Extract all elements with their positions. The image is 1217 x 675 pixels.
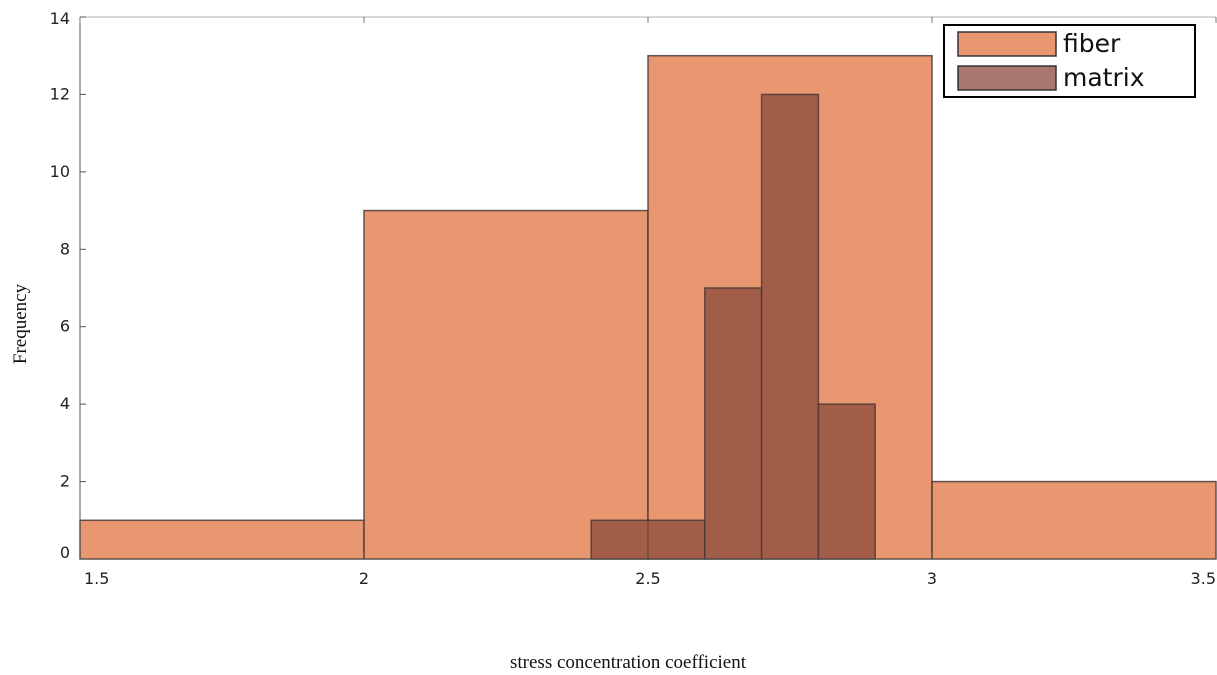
x-tick-label: 2 <box>359 569 369 588</box>
bar-matrix-2 <box>760 93 820 560</box>
y-axis-title: Frequency <box>10 283 31 364</box>
bar-matrix-3 <box>817 403 876 560</box>
y-tick-label: 4 <box>60 394 70 413</box>
bars-layer <box>79 54 1217 560</box>
y-tick-label: 0 <box>60 543 70 562</box>
x-axis-title: stress concentration coefficient <box>510 652 747 673</box>
x-tick-label: 2.5 <box>635 569 660 588</box>
legend-swatch-matrix <box>957 65 1057 91</box>
x-tick-label: 1.5 <box>84 569 109 588</box>
y-tick-label: 6 <box>60 317 70 336</box>
y-tick-label: 12 <box>50 84 70 103</box>
bar-fiber-0 <box>79 519 365 560</box>
y-tick-label: 10 <box>50 162 70 181</box>
legend-label-matrix: matrix <box>1063 63 1145 92</box>
y-tick-label: 2 <box>60 472 70 491</box>
legend-swatch-fiber <box>957 31 1057 57</box>
x-tick-label: 3.5 <box>1191 569 1216 588</box>
legend: fiber matrix <box>943 24 1196 98</box>
legend-label-fiber: fiber <box>1063 29 1121 58</box>
bar-fiber-3 <box>931 480 1217 560</box>
x-tick-label: 3 <box>927 569 937 588</box>
bar-fiber-1 <box>363 209 649 560</box>
bar-matrix-1 <box>704 287 763 560</box>
ticks-layer: 1.5 2 2.5 3 3.5 0 2 4 6 8 10 12 14 <box>50 9 1217 588</box>
y-tick-label: 8 <box>60 239 70 258</box>
y-tick-label: 14 <box>50 9 70 28</box>
